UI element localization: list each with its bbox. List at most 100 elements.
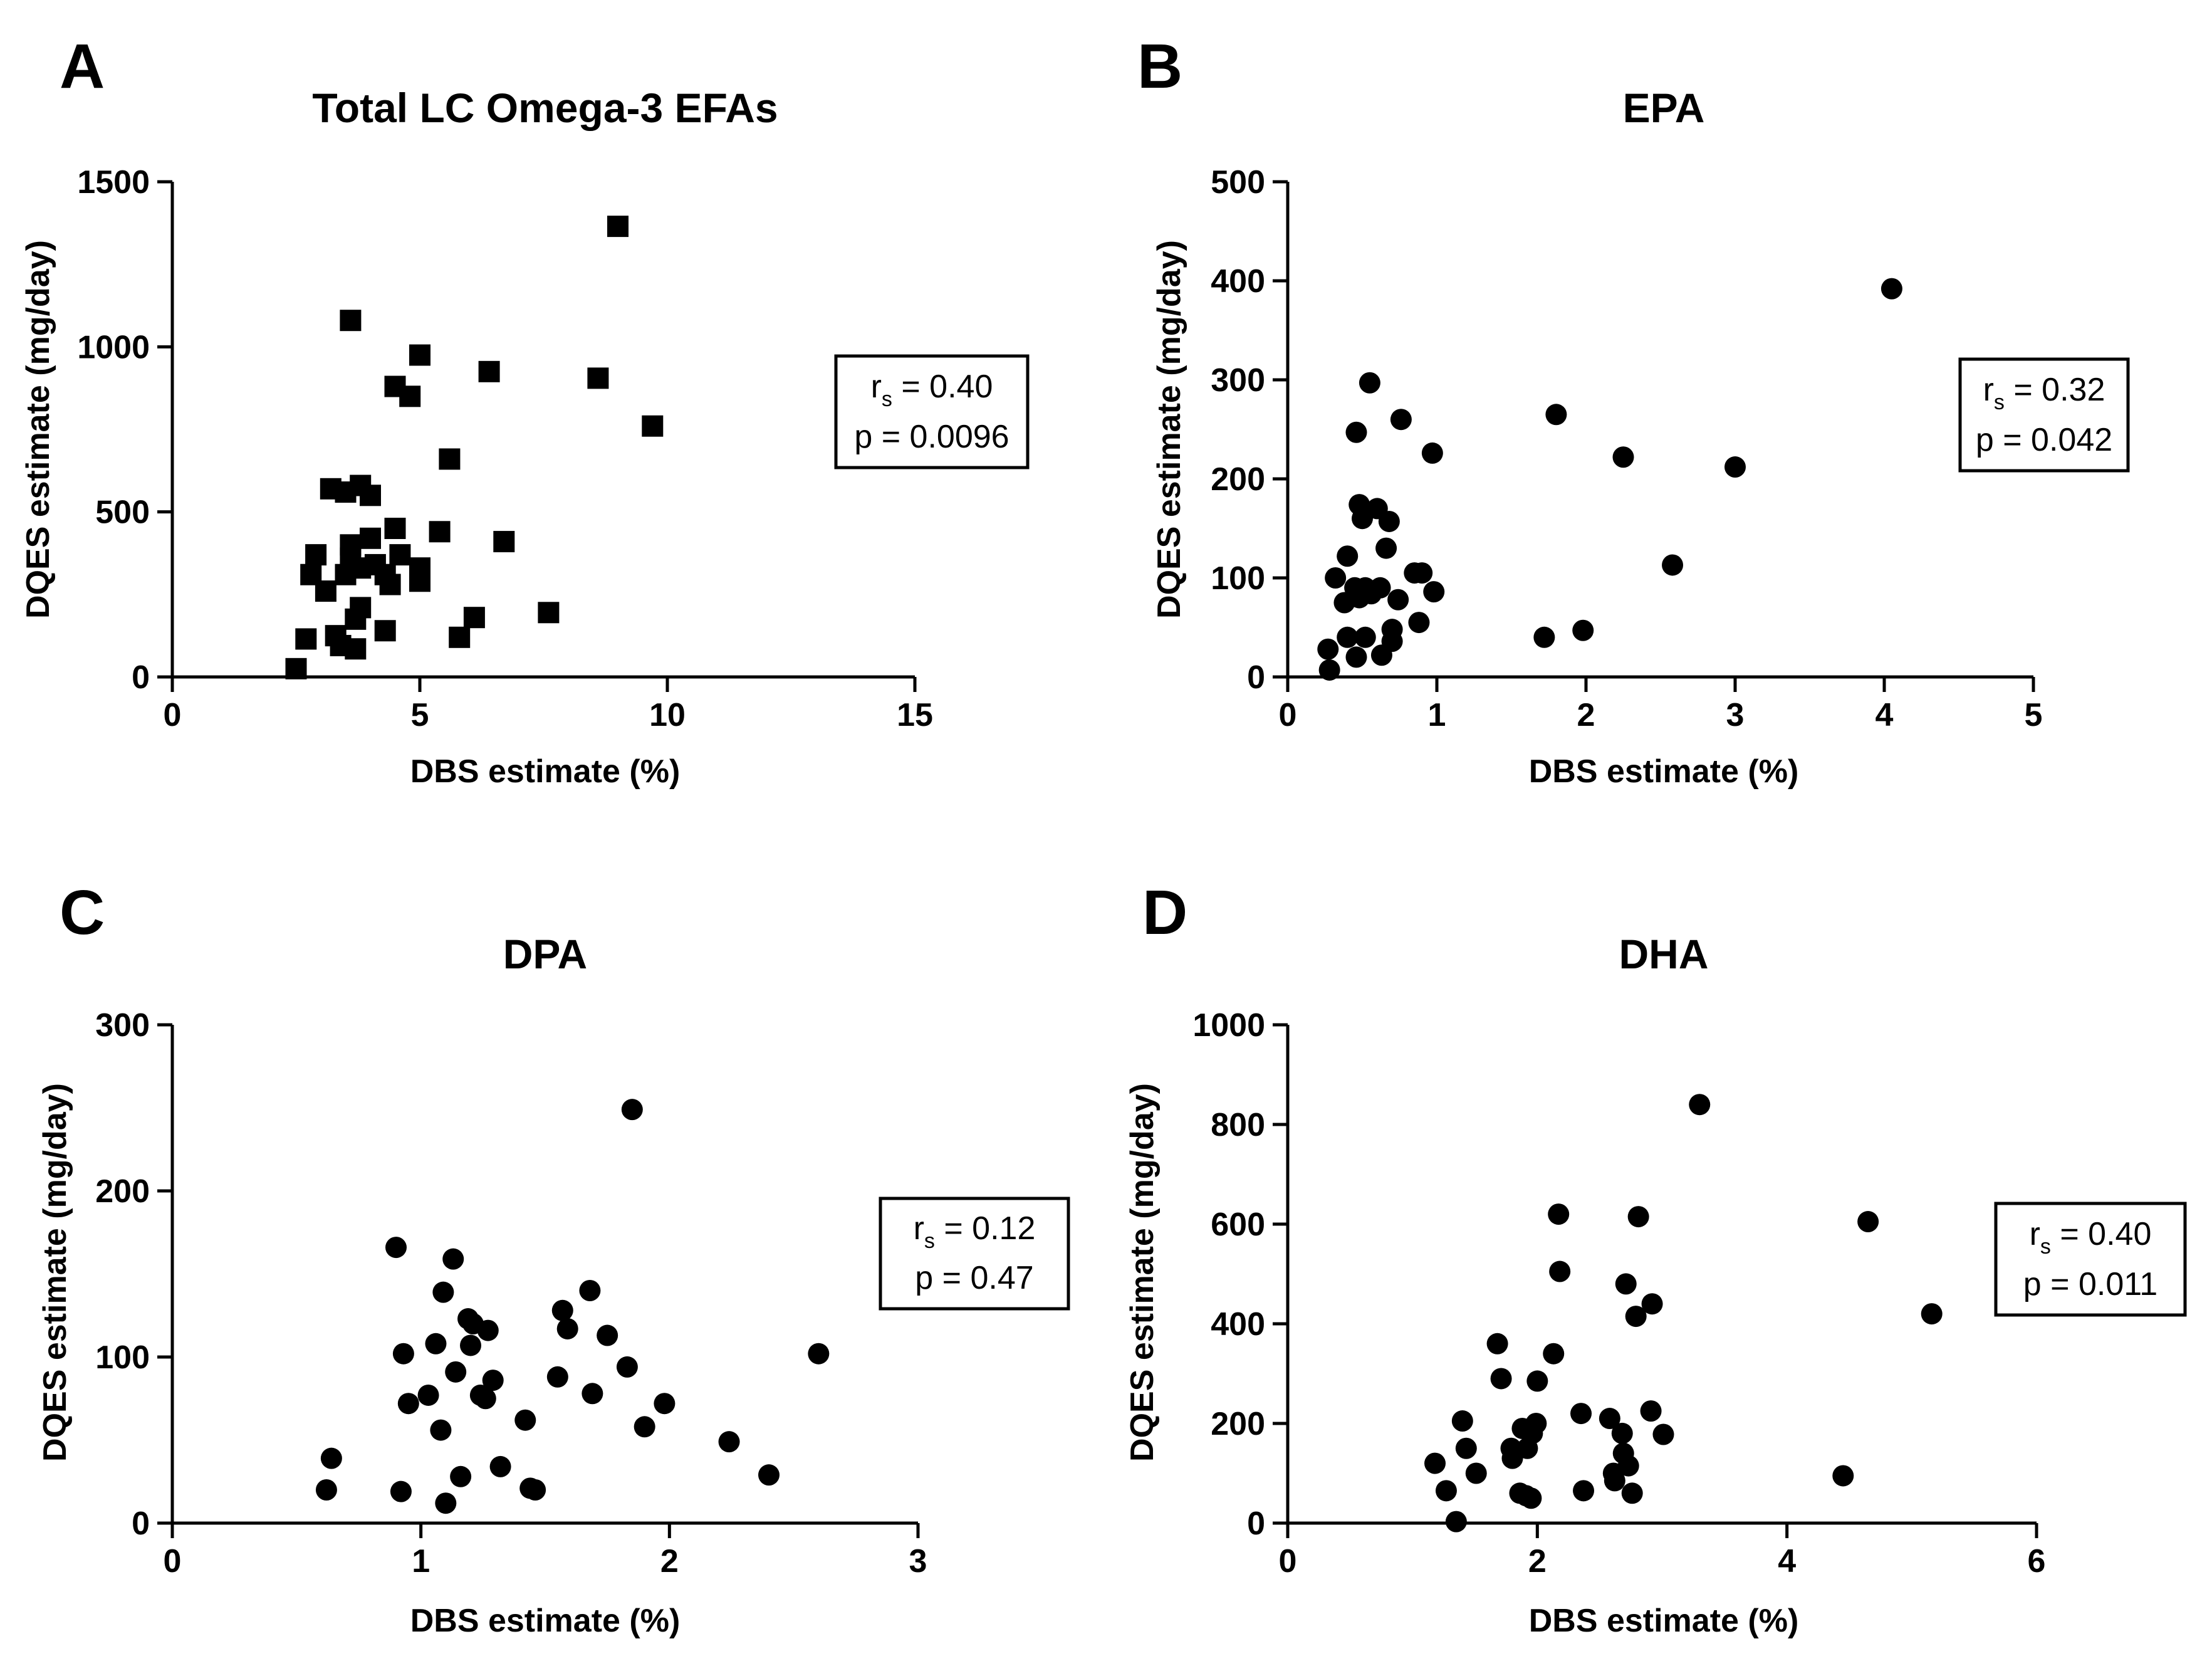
r-value: = 0.32	[2005, 372, 2105, 408]
data-point	[808, 1343, 830, 1365]
data-point	[607, 216, 629, 238]
data-point	[1411, 562, 1433, 584]
chart-a-svg: A Total LC Omega-3 EFAs 0 5 10 15 0 500 1000 15…	[20, 31, 1030, 790]
data-point	[1617, 1455, 1639, 1477]
data-point	[385, 1237, 407, 1259]
data-point	[439, 448, 461, 470]
r-value-text: rs = 0.40	[2030, 1216, 2152, 1259]
data-point	[1599, 1408, 1620, 1430]
stats-box-border	[1958, 357, 2130, 473]
r-value: = 0.40	[2051, 1216, 2151, 1252]
p-value-text: p = 0.011	[2023, 1266, 2157, 1302]
x-tick-label: 0	[1279, 697, 1297, 733]
y-tick-label: 400	[1211, 1306, 1265, 1343]
data-point	[1455, 1437, 1477, 1459]
stats-box-border	[1994, 1202, 2187, 1317]
data-point	[1486, 1333, 1508, 1354]
x-tick-label: 10	[649, 697, 686, 733]
data-point	[1345, 646, 1367, 668]
x-tick-label: 4	[1876, 697, 1894, 733]
p-value-text: p = 0.042	[1976, 422, 2112, 458]
data-point	[285, 658, 307, 679]
chart-d-stats-box: rs = 0.40 p = 0.011	[1994, 1202, 2187, 1317]
chart-c-plot-area: 0 1 2 3 0 100 200 300	[95, 1007, 927, 1580]
y-tick-label: 1000	[1192, 1007, 1265, 1044]
panel-d: D DHA 0 2 4 6 0 200 400 600 800 1000 DBS estimate…	[1106, 830, 2212, 1661]
data-point	[1337, 626, 1359, 648]
data-point	[409, 344, 430, 366]
r-value-text: rs = 0.12	[914, 1210, 1036, 1253]
chart-a-stats-box: rs = 0.40 p = 0.0096	[834, 354, 1030, 469]
data-point	[1525, 1413, 1547, 1434]
data-point	[1359, 372, 1380, 394]
r-symbol: r	[914, 1210, 924, 1247]
data-point	[315, 1479, 337, 1501]
chart-b-x-axis-title: DBS estimate (%)	[1529, 753, 1799, 790]
chart-d-x-axis-title: DBS estimate (%)	[1529, 1603, 1799, 1639]
r-subscript: s	[924, 1229, 935, 1253]
panel-letter-c: C	[60, 878, 105, 948]
data-point	[1445, 1511, 1467, 1533]
chart-c-svg: C DPA 0 1 2 3 0 100 200 300 DBS estimate (%) DQ…	[37, 878, 1070, 1639]
data-point	[1501, 1447, 1523, 1469]
data-point	[597, 1324, 618, 1346]
data-point	[1318, 659, 1340, 681]
chart-b-stats-box: rs = 0.32 p = 0.042	[1958, 357, 2130, 473]
y-tick-label: 400	[1211, 263, 1265, 300]
r-subscript: s	[1994, 390, 2005, 414]
chart-c-y-axis-title: DQES estimate (mg/day)	[37, 1083, 73, 1462]
data-point	[1573, 1480, 1595, 1502]
p-value-text: p = 0.47	[915, 1260, 1033, 1296]
data-point	[417, 1384, 439, 1406]
data-point	[1543, 1343, 1565, 1365]
data-point	[1387, 589, 1409, 610]
data-point	[1520, 1487, 1542, 1509]
data-point	[1689, 1094, 1711, 1116]
y-tick-label: 600	[1211, 1207, 1265, 1243]
data-point	[1451, 1410, 1473, 1432]
panel-letter-d: D	[1142, 878, 1187, 948]
data-point	[1621, 1482, 1643, 1504]
chart-c-stats-box: rs = 0.12 p = 0.47	[879, 1197, 1070, 1311]
data-point	[1615, 1273, 1637, 1295]
r-value-text: rs = 0.40	[871, 369, 993, 411]
r-subscript: s	[882, 387, 892, 411]
data-point	[582, 1383, 603, 1405]
data-point	[493, 531, 515, 553]
data-point	[579, 1280, 601, 1301]
r-symbol: r	[2030, 1216, 2040, 1252]
data-point	[460, 1334, 481, 1356]
data-point	[514, 1409, 536, 1431]
stats-box-border	[834, 354, 1030, 469]
data-point	[1881, 278, 1902, 300]
data-point	[1490, 1368, 1512, 1390]
chart-c-title: DPA	[503, 931, 587, 977]
data-point	[360, 527, 381, 549]
data-point	[1641, 1293, 1663, 1315]
data-point	[435, 1492, 457, 1514]
data-point	[350, 597, 372, 619]
y-tick-label: 0	[1247, 1506, 1265, 1542]
data-point	[1381, 631, 1403, 652]
data-point	[315, 580, 336, 602]
data-point	[1526, 1370, 1548, 1392]
chart-a-title: Total LC Omega-3 EFAs	[312, 85, 778, 131]
data-point	[1369, 577, 1391, 599]
data-point	[463, 607, 485, 629]
x-tick-label: 0	[1279, 1543, 1297, 1580]
data-point	[390, 1480, 412, 1502]
data-point	[379, 574, 401, 595]
data-point	[295, 628, 317, 650]
x-tick-label: 5	[2025, 697, 2043, 733]
y-tick-label: 200	[1211, 1406, 1265, 1442]
data-point	[1604, 1470, 1625, 1492]
x-tick-label: 5	[411, 697, 429, 733]
y-tick-label: 100	[95, 1339, 150, 1376]
data-point	[345, 638, 367, 660]
x-tick-label: 0	[164, 1543, 182, 1580]
data-point	[634, 1416, 655, 1438]
data-point	[556, 1318, 578, 1339]
data-point	[1465, 1462, 1487, 1484]
data-point	[432, 1281, 454, 1303]
data-point	[409, 570, 430, 592]
